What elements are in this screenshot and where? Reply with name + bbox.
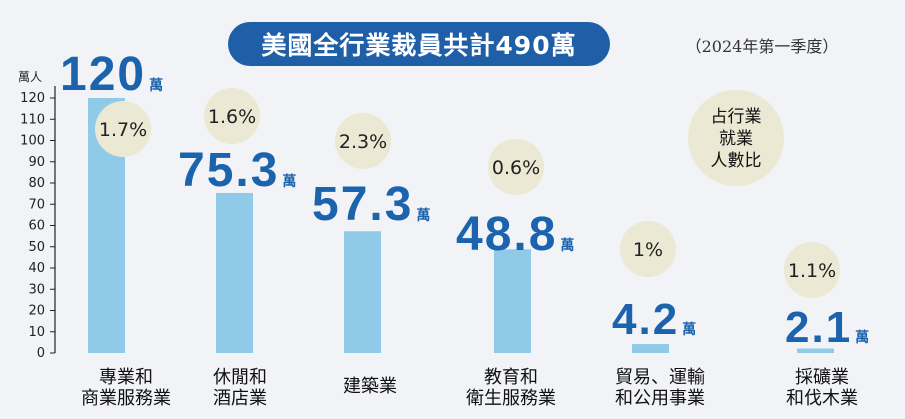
share-label: 0.6% bbox=[492, 157, 540, 179]
chart-subtitle: （2024年第一季度） bbox=[685, 37, 839, 56]
bar bbox=[344, 231, 381, 353]
y-tick-label: 70 bbox=[28, 197, 45, 212]
value-label: 4.2 bbox=[612, 295, 679, 344]
category-label: 休閒和 bbox=[213, 367, 267, 388]
y-tick-label: 10 bbox=[28, 325, 45, 340]
category-label: 採礦業 bbox=[795, 367, 849, 388]
value-unit: 萬 bbox=[282, 173, 296, 190]
value-label: 57.3 bbox=[312, 178, 413, 231]
share-label: 1.7% bbox=[99, 119, 147, 141]
category-label: 貿易、運輸 bbox=[615, 367, 705, 388]
value-label: 48.8 bbox=[456, 208, 557, 261]
share-label: 1.6% bbox=[208, 106, 256, 128]
value-unit: 萬 bbox=[855, 329, 869, 346]
y-tick-label: 30 bbox=[28, 282, 45, 297]
share-label: 1% bbox=[633, 239, 663, 261]
y-tick-label: 60 bbox=[28, 219, 45, 234]
category-label: 酒店業 bbox=[213, 388, 267, 409]
category-label: 和伐木業 bbox=[786, 388, 858, 409]
value-label: 120 bbox=[60, 48, 146, 101]
y-tick-label: 50 bbox=[28, 240, 45, 255]
chart-title: 美國全行業裁員共計490萬 bbox=[228, 22, 610, 66]
y-axis-label: 萬人 bbox=[17, 70, 42, 84]
bar bbox=[216, 192, 253, 353]
share-circle bbox=[620, 221, 676, 277]
share-circle bbox=[204, 88, 260, 144]
category-label: 和公用事業 bbox=[615, 388, 705, 409]
category-label: 專業和 bbox=[99, 367, 153, 388]
y-tick-label: 20 bbox=[28, 304, 45, 319]
share-label: 1.1% bbox=[788, 260, 836, 282]
share-circle bbox=[488, 139, 544, 195]
value-unit: 萬 bbox=[416, 207, 430, 224]
share-legend-label: 就業 bbox=[719, 129, 753, 149]
value-label: 75.3 bbox=[178, 144, 279, 197]
category-label: 建築業 bbox=[343, 376, 397, 397]
value-unit: 萬 bbox=[682, 321, 696, 338]
category-label: 教育和 bbox=[484, 367, 538, 388]
share-circle bbox=[335, 113, 391, 169]
share-circle bbox=[784, 242, 840, 298]
value-unit: 萬 bbox=[560, 237, 574, 254]
share-label: 2.3% bbox=[339, 131, 387, 153]
y-tick-label: 90 bbox=[28, 155, 45, 170]
value-label: 2.1 bbox=[785, 303, 852, 352]
category-label: 商業服務業 bbox=[81, 388, 171, 409]
y-tick-label: 40 bbox=[28, 261, 45, 276]
share-legend-circle bbox=[688, 90, 784, 186]
y-tick-label: 0 bbox=[37, 346, 45, 361]
bar bbox=[494, 249, 531, 353]
y-tick-label: 100 bbox=[20, 134, 45, 149]
y-tick-label: 80 bbox=[28, 176, 45, 191]
share-legend-label: 人數比 bbox=[711, 151, 762, 171]
y-tick-label: 110 bbox=[20, 112, 45, 127]
share-circle bbox=[95, 101, 151, 157]
y-tick-label: 120 bbox=[20, 91, 45, 106]
share-legend-label: 占行業 bbox=[711, 107, 762, 127]
category-label: 衛生服務業 bbox=[466, 388, 556, 409]
value-unit: 萬 bbox=[149, 77, 163, 94]
bar bbox=[797, 348, 834, 353]
bar bbox=[632, 344, 669, 353]
